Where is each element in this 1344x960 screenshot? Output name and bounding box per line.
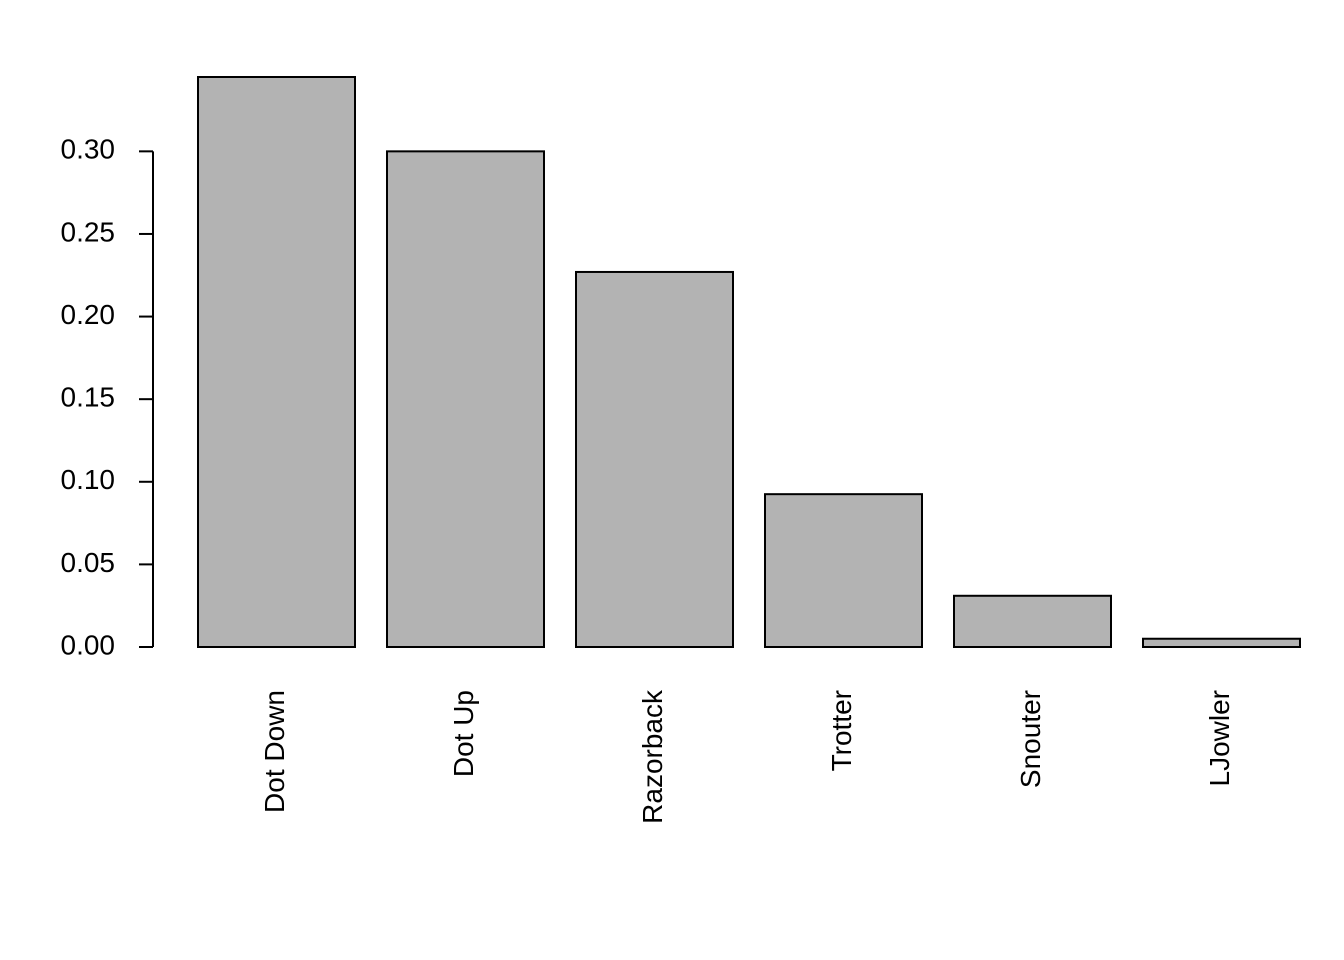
bar	[197, 76, 356, 648]
x-tick-label: Trotter	[826, 690, 857, 771]
x-tick-label: Dot Up	[448, 690, 479, 777]
bar	[386, 150, 545, 648]
x-tick-label: Razorback	[637, 689, 668, 824]
y-tick-label: 0.10	[61, 464, 116, 495]
y-tick-label: 0.25	[61, 216, 116, 247]
y-tick-label: 0.20	[61, 299, 116, 330]
y-tick-label: 0.30	[61, 134, 116, 165]
x-tick-label: Dot Down	[259, 690, 290, 813]
x-tick-label: Snouter	[1015, 690, 1046, 788]
bar	[1142, 637, 1301, 649]
x-tick-label: LJowler	[1204, 690, 1235, 786]
bar	[764, 493, 923, 648]
y-tick-label: 0.05	[61, 547, 116, 578]
bar	[575, 270, 734, 648]
y-tick-label: 0.15	[61, 382, 116, 413]
y-tick-label: 0.00	[61, 629, 116, 660]
bar	[953, 594, 1112, 648]
